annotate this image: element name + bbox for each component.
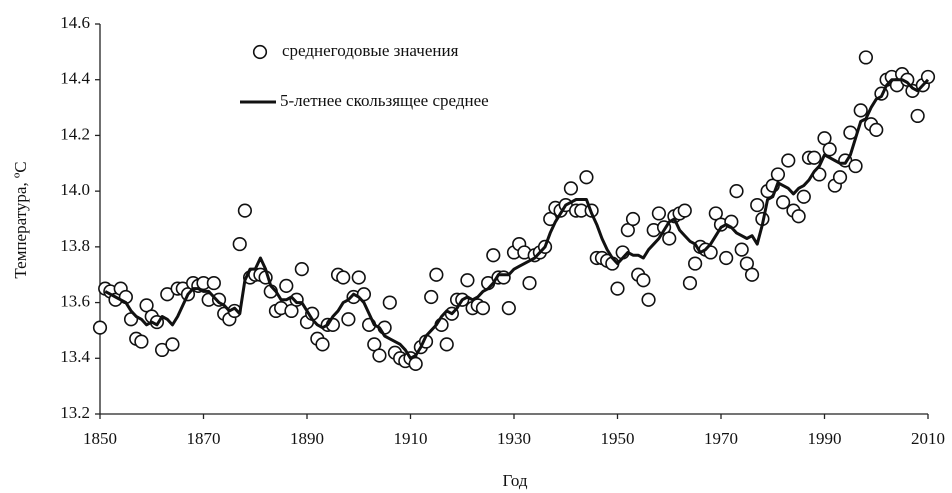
x-tick-label: 2010 [911, 429, 945, 448]
data-point [232, 236, 247, 252]
data-point [475, 301, 491, 316]
data-point [719, 250, 734, 266]
data-point [688, 256, 703, 271]
data-point [351, 270, 366, 285]
y-tick-label: 14.6 [60, 13, 90, 32]
data-point [781, 153, 796, 168]
data-point [848, 158, 863, 174]
x-axis-label: Год [503, 471, 528, 490]
data-point [382, 295, 397, 310]
data-point [336, 270, 351, 285]
data-point [460, 273, 475, 288]
data-point [729, 184, 744, 199]
legend-label: среднегодовые значения [282, 41, 459, 60]
data-point [408, 356, 423, 371]
x-tick-label: 1970 [704, 429, 738, 448]
data-point [920, 69, 936, 85]
x-tick-label: 1910 [394, 429, 428, 448]
data-point [610, 281, 625, 296]
data-point [910, 108, 925, 124]
data-point [853, 103, 868, 118]
data-point [429, 267, 444, 282]
data-point [625, 211, 641, 227]
data-point [822, 142, 837, 157]
x-tick-label: 1850 [83, 429, 117, 448]
data-point [775, 195, 791, 210]
x-tick-label: 1950 [601, 429, 635, 448]
moving-average-line [104, 78, 930, 360]
data-point [134, 334, 149, 349]
data-point [341, 312, 356, 327]
data-point [770, 167, 786, 182]
data-point [662, 231, 677, 246]
data-point [750, 197, 765, 213]
y-tick-label: 13.2 [60, 403, 90, 422]
x-tick-label: 1890 [290, 429, 324, 448]
legend-label: 5-летнее скользящее среднее [280, 91, 489, 110]
x-tick-label: 1930 [497, 429, 531, 448]
data-point [651, 206, 667, 221]
data-point [496, 270, 511, 285]
data-point [372, 348, 387, 363]
data-point [796, 189, 811, 204]
data-point [439, 337, 454, 352]
data-point [165, 337, 180, 352]
data-point [424, 289, 439, 305]
x-tick-label: 1870 [187, 429, 221, 448]
data-point [636, 273, 651, 288]
data-point [641, 292, 656, 307]
y-tick-label: 14.0 [60, 180, 90, 199]
data-point [501, 301, 516, 316]
data-point [579, 170, 594, 185]
y-tick-label: 13.4 [60, 347, 90, 366]
data-point [682, 275, 698, 291]
y-tick-label: 13.8 [60, 236, 90, 255]
data-point [791, 209, 806, 224]
data-point [734, 242, 749, 257]
data-point [92, 320, 108, 335]
data-point [858, 50, 874, 65]
data-point [279, 278, 294, 293]
x-tick-label: 1990 [808, 429, 842, 448]
data-point [563, 181, 579, 196]
legend-marker [252, 44, 268, 60]
data-point [744, 267, 760, 282]
data-point [294, 262, 309, 277]
y-tick-label: 13.6 [60, 291, 90, 310]
data-point [206, 275, 221, 291]
y-tick-label: 14.2 [60, 124, 90, 143]
data-point [237, 203, 252, 218]
data-point [677, 203, 692, 218]
data-point [807, 150, 822, 165]
data-point [522, 275, 537, 291]
y-tick-label: 14.4 [60, 69, 90, 88]
data-point [315, 337, 330, 352]
data-point [869, 122, 884, 137]
y-axis-label: Температура, ºС [11, 161, 30, 278]
data-point [486, 248, 501, 263]
data-point [832, 170, 848, 185]
